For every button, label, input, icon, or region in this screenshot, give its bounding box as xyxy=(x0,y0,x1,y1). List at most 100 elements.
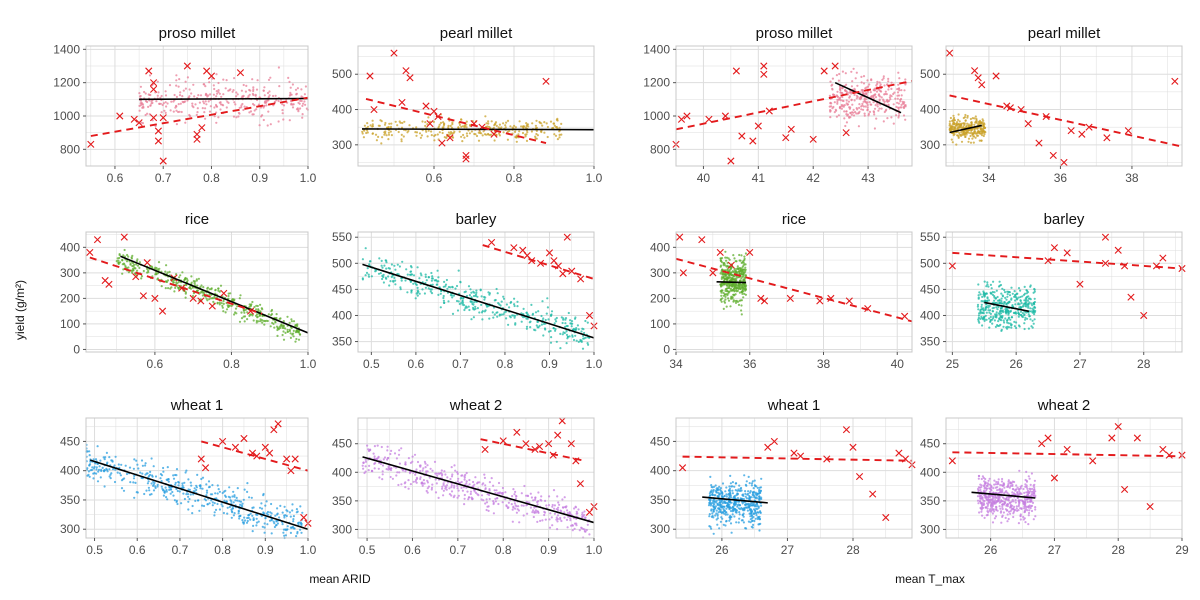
cloud-point xyxy=(1017,311,1020,315)
cloud-point xyxy=(137,467,140,470)
cloud-point xyxy=(469,490,473,493)
cloud-point xyxy=(278,325,281,328)
cloud-point xyxy=(728,275,731,278)
cloud-point xyxy=(168,84,172,87)
cloud-point xyxy=(574,505,577,508)
cloud-point xyxy=(534,137,537,140)
cloud-point xyxy=(184,277,187,280)
cloud-point xyxy=(998,317,1001,321)
cloud-point xyxy=(267,513,270,516)
cloud-point xyxy=(292,515,295,518)
cloud-point xyxy=(468,132,471,135)
cloud-point xyxy=(151,474,154,477)
cloud-point xyxy=(1000,297,1003,300)
cloud-point xyxy=(392,279,395,283)
cloud-point xyxy=(723,293,727,296)
cloud-point xyxy=(1021,295,1024,298)
cross-point xyxy=(676,233,684,241)
cloud-point xyxy=(421,481,424,484)
cloud-point xyxy=(260,307,263,310)
cloud-point xyxy=(465,480,468,483)
cloud-point xyxy=(474,293,478,296)
cloud-point xyxy=(447,124,450,127)
cross-point xyxy=(87,140,95,148)
cloud-point xyxy=(585,528,588,532)
cloud-point xyxy=(387,468,390,471)
cloud-point xyxy=(281,112,284,115)
cloud-point xyxy=(967,129,970,132)
cloud-point xyxy=(487,120,490,123)
cloud-point xyxy=(865,98,868,101)
cloud-point xyxy=(188,88,191,91)
cloud-point xyxy=(580,340,583,343)
cloud-point xyxy=(157,261,161,264)
cloud-point xyxy=(475,291,478,294)
cloud-point xyxy=(227,101,230,104)
cloud-point xyxy=(272,94,275,98)
cloud-point xyxy=(982,316,986,319)
x-tick-label: 0.8 xyxy=(214,543,231,557)
cloud-point xyxy=(1001,294,1004,297)
cloud-point xyxy=(956,121,959,124)
cloud-point xyxy=(273,100,276,103)
y-tick-label: 400 xyxy=(920,308,940,322)
cloud-point xyxy=(544,518,547,521)
cloud-point xyxy=(1030,302,1033,305)
cloud-point xyxy=(220,95,223,98)
cloud-point xyxy=(746,509,750,512)
cloud-point xyxy=(1024,302,1027,305)
cloud-point xyxy=(561,321,564,325)
cross-point xyxy=(402,67,410,75)
cloud-point xyxy=(991,322,994,325)
cloud-point xyxy=(96,445,99,448)
cloud-point xyxy=(247,514,250,517)
x-tick-label: 34 xyxy=(669,357,683,371)
cloud-point xyxy=(424,275,427,279)
cloud-point xyxy=(292,518,295,521)
cloud-point xyxy=(88,454,91,457)
cloud-point xyxy=(724,295,727,298)
cloud-point xyxy=(150,457,153,460)
cloud-point xyxy=(289,515,292,518)
cloud-point xyxy=(376,444,379,447)
cloud-point xyxy=(156,278,159,281)
cloud-point xyxy=(127,255,130,258)
cloud-point xyxy=(720,494,723,498)
cloud-point xyxy=(863,114,866,117)
panel-border xyxy=(357,45,595,167)
cloud-point xyxy=(734,301,738,304)
cloud-point xyxy=(288,119,291,122)
cloud-point xyxy=(174,483,177,486)
cloud-point xyxy=(199,94,203,97)
cloud-point xyxy=(541,124,544,127)
cloud-point xyxy=(420,134,423,137)
cloud-point xyxy=(731,492,735,495)
cloud-point xyxy=(141,472,144,475)
cloud-point xyxy=(725,507,728,510)
cloud-point xyxy=(387,138,390,141)
cloud-point xyxy=(450,486,453,489)
cross-point xyxy=(86,248,94,257)
x-tick-label: 1.0 xyxy=(300,171,317,185)
cloud-point xyxy=(862,105,866,108)
cloud-point xyxy=(245,521,249,524)
cloud-point xyxy=(249,313,252,316)
cloud-point xyxy=(979,121,983,124)
cross-point xyxy=(149,85,158,93)
trend-line-cloud xyxy=(362,456,595,524)
panel-title: proso millet xyxy=(756,25,834,42)
cloud-point xyxy=(985,311,988,314)
cloud-point xyxy=(434,472,437,475)
cloud-point xyxy=(497,126,500,129)
cloud-point xyxy=(235,496,238,499)
cross-point xyxy=(809,135,817,143)
cloud-point xyxy=(208,81,211,84)
cloud-point xyxy=(502,297,506,300)
cloud-point xyxy=(419,465,422,468)
cloud-point xyxy=(236,499,239,502)
cross-point xyxy=(974,74,982,82)
cloud-point xyxy=(549,314,553,317)
cloud-point xyxy=(507,323,510,326)
cloud-point xyxy=(161,103,164,107)
